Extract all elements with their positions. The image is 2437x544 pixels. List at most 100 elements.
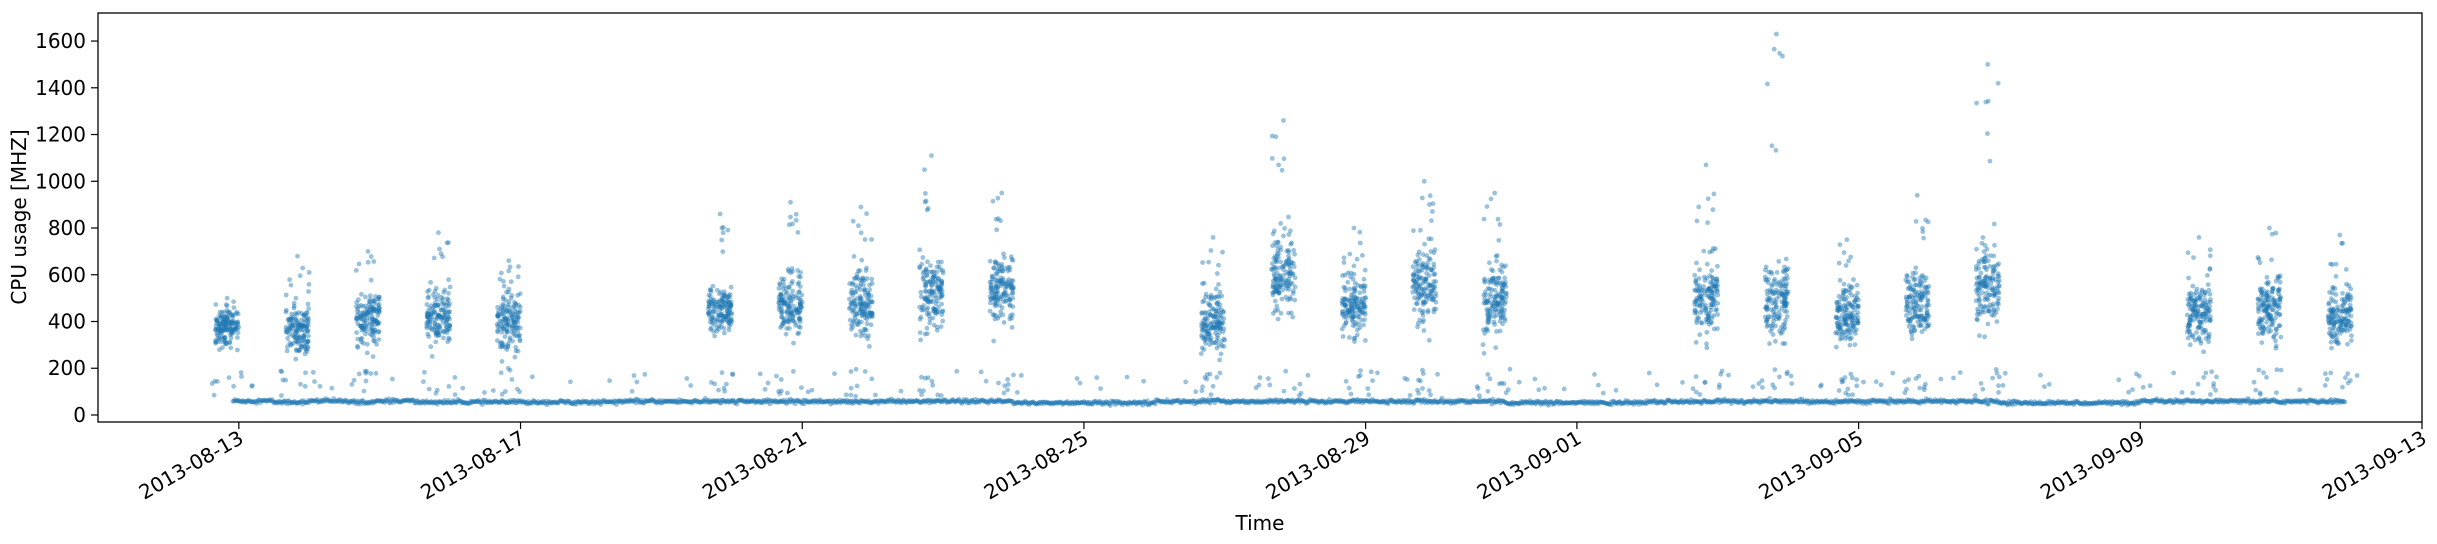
data-point bbox=[1699, 296, 1705, 302]
data-point bbox=[1497, 328, 1503, 334]
data-point bbox=[1719, 368, 1725, 374]
data-point bbox=[1412, 295, 1417, 301]
data-point bbox=[1873, 379, 1879, 385]
data-point bbox=[918, 294, 924, 300]
data-point bbox=[1001, 320, 1007, 325]
data-point bbox=[823, 398, 829, 404]
data-point bbox=[525, 401, 530, 407]
data-point bbox=[640, 400, 646, 406]
data-point bbox=[1081, 399, 1087, 404]
data-point bbox=[1283, 294, 1289, 300]
data-point bbox=[1362, 267, 1368, 273]
data-point bbox=[1765, 81, 1770, 87]
data-point bbox=[728, 284, 734, 290]
data-point bbox=[1165, 399, 1171, 405]
data-point bbox=[368, 371, 374, 376]
data-point bbox=[614, 402, 619, 407]
data-point bbox=[1011, 401, 1016, 407]
data-point bbox=[372, 399, 378, 405]
data-point bbox=[1715, 300, 1721, 306]
data-point bbox=[988, 398, 994, 404]
data-point bbox=[279, 393, 284, 398]
data-point bbox=[996, 263, 1002, 269]
data-point bbox=[434, 387, 440, 393]
data-point bbox=[793, 211, 799, 217]
data-point bbox=[1837, 277, 1843, 283]
data-point bbox=[534, 400, 540, 406]
data-point bbox=[364, 350, 370, 356]
data-point bbox=[516, 398, 521, 404]
data-point bbox=[345, 398, 350, 404]
data-point bbox=[731, 398, 737, 404]
data-point bbox=[1147, 401, 1152, 407]
data-point bbox=[505, 398, 511, 404]
data-point bbox=[851, 319, 857, 325]
data-point bbox=[516, 302, 522, 308]
data-point bbox=[1216, 262, 1221, 268]
data-point bbox=[302, 399, 307, 405]
data-point bbox=[798, 325, 803, 330]
data-point bbox=[456, 398, 462, 404]
data-point bbox=[1701, 248, 1707, 254]
data-point bbox=[996, 397, 1002, 403]
data-point bbox=[1416, 390, 1421, 396]
data-point bbox=[1072, 401, 1078, 407]
data-point bbox=[495, 329, 501, 335]
data-point bbox=[962, 399, 967, 405]
data-point bbox=[774, 399, 780, 404]
data-point bbox=[854, 398, 860, 404]
data-point bbox=[1351, 271, 1357, 277]
data-point bbox=[295, 327, 301, 332]
data-point bbox=[422, 400, 428, 406]
data-point bbox=[1713, 246, 1718, 252]
data-point bbox=[705, 400, 711, 405]
data-point bbox=[854, 271, 860, 277]
data-point bbox=[411, 398, 417, 404]
data-point bbox=[1726, 372, 1731, 378]
data-point bbox=[1219, 293, 1225, 299]
data-point bbox=[1108, 398, 1114, 404]
data-point bbox=[1765, 276, 1771, 282]
data-point bbox=[706, 306, 711, 311]
data-point bbox=[666, 399, 672, 405]
data-point bbox=[507, 264, 513, 270]
data-point bbox=[379, 399, 385, 405]
data-point bbox=[1047, 401, 1053, 407]
data-point bbox=[1200, 327, 1206, 333]
data-point bbox=[729, 399, 735, 404]
data-point bbox=[2171, 370, 2177, 376]
data-point bbox=[718, 324, 724, 329]
data-point bbox=[872, 398, 877, 404]
data-point bbox=[889, 398, 895, 404]
data-point bbox=[1070, 399, 1076, 405]
data-point bbox=[370, 398, 376, 404]
data-point bbox=[929, 398, 935, 404]
data-point bbox=[428, 399, 433, 405]
data-point bbox=[590, 398, 596, 404]
data-point bbox=[1760, 385, 1765, 390]
data-point bbox=[285, 344, 290, 349]
data-point bbox=[923, 266, 929, 272]
data-point bbox=[719, 237, 725, 243]
data-point bbox=[720, 230, 726, 236]
data-point bbox=[302, 351, 308, 357]
data-point bbox=[526, 401, 532, 406]
data-point bbox=[421, 399, 427, 405]
data-point bbox=[434, 400, 439, 406]
data-point bbox=[235, 330, 241, 336]
data-point bbox=[617, 399, 623, 405]
data-point bbox=[742, 399, 747, 404]
data-point bbox=[956, 396, 962, 402]
data-point bbox=[570, 401, 575, 407]
data-point bbox=[1097, 398, 1102, 404]
data-point bbox=[943, 397, 949, 403]
data-point bbox=[964, 397, 969, 402]
data-point bbox=[850, 280, 855, 286]
data-point bbox=[884, 398, 889, 404]
data-point bbox=[866, 398, 872, 404]
data-point bbox=[231, 383, 237, 389]
data-point bbox=[1205, 317, 1210, 323]
data-point bbox=[685, 399, 691, 405]
data-point bbox=[1704, 329, 1710, 335]
data-point bbox=[898, 388, 904, 394]
